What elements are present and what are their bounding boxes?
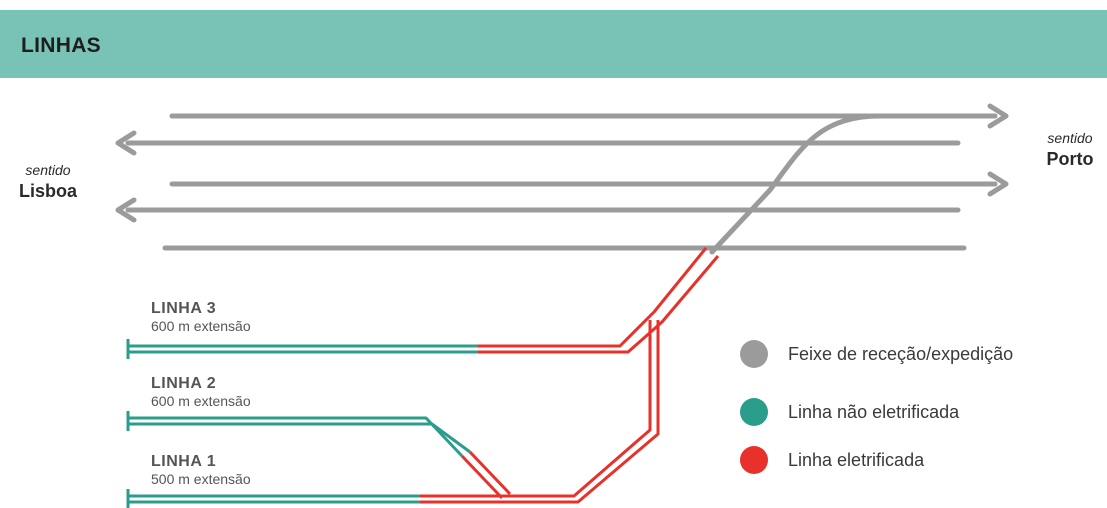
line-3-name: LINHA 3 bbox=[151, 300, 217, 317]
electrified-vertical-rail-a bbox=[420, 320, 652, 498]
legend-dot-red bbox=[740, 446, 768, 474]
direction-lisboa: sentido Lisboa bbox=[12, 162, 84, 202]
direction-lisboa-caption: sentido bbox=[25, 162, 71, 178]
line-2-name: LINHA 2 bbox=[151, 375, 217, 392]
page-title: LINHAS bbox=[21, 34, 101, 57]
track-curve-connection bbox=[709, 113, 883, 255]
direction-porto-caption: sentido bbox=[1047, 130, 1093, 146]
line-label-1: LINHA 1 500 m extensão bbox=[151, 453, 251, 487]
legend-label-reception: Feixe de receção/expedição bbox=[788, 344, 1014, 364]
legend-label-electrified: Linha eletrificada bbox=[788, 450, 925, 470]
arrow-porto-1 bbox=[987, 103, 1009, 129]
line-2-length: 600 m extensão bbox=[151, 393, 251, 409]
direction-porto: sentido Porto bbox=[1036, 130, 1104, 170]
direction-porto-name: Porto bbox=[1046, 149, 1094, 169]
reception-tracks bbox=[115, 103, 1009, 255]
electrified-line2-rail-b bbox=[468, 450, 512, 496]
line-1-length: 500 m extensão bbox=[151, 471, 251, 487]
arrow-lisboa-1 bbox=[115, 130, 137, 156]
electrified-ramp-rail-b bbox=[478, 255, 720, 354]
line-label-3: LINHA 3 600 m extensão bbox=[151, 300, 251, 334]
line2-rail-b bbox=[128, 422, 471, 454]
electrified-ramp-rail-a bbox=[478, 247, 708, 348]
legend-dot-green bbox=[740, 398, 768, 426]
line-3-length: 600 m extensão bbox=[151, 318, 251, 334]
header-bar: LINHAS bbox=[0, 10, 1107, 78]
legend-dot-grey bbox=[740, 340, 768, 368]
electrified-line2-rail-a bbox=[460, 454, 504, 500]
line2-rail-a bbox=[128, 416, 464, 458]
arrow-lisboa-2 bbox=[115, 197, 137, 223]
direction-lisboa-name: Lisboa bbox=[18, 181, 77, 201]
line-1-name: LINHA 1 bbox=[151, 453, 217, 470]
arrow-porto-2 bbox=[987, 171, 1009, 197]
line-label-2: LINHA 2 600 m extensão bbox=[151, 375, 251, 409]
non-electrified-tracks bbox=[126, 339, 478, 508]
legend-label-non-electrified: Linha não eletrificada bbox=[788, 402, 960, 422]
electrified-vertical-rail-b bbox=[420, 320, 660, 504]
electrified-tracks bbox=[420, 247, 720, 504]
